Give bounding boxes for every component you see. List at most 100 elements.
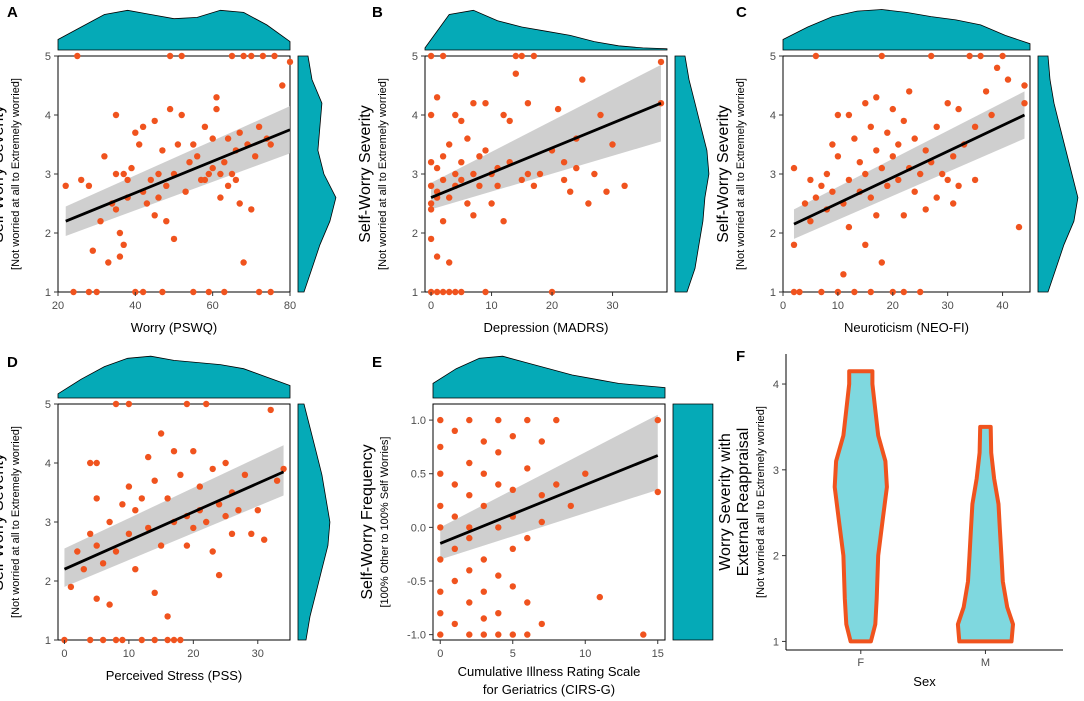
y-tick-label-c: 5 (770, 51, 776, 63)
data-point-d (99, 636, 107, 644)
data-point-a (112, 111, 120, 119)
data-point-e (524, 465, 531, 472)
data-point-a (194, 153, 201, 160)
data-point-b (506, 117, 513, 125)
panel-label-c: C (736, 4, 747, 21)
data-point-b (573, 164, 580, 172)
data-point-c (971, 123, 979, 130)
regression-line-a (65, 128, 291, 223)
data-point-a (190, 141, 197, 148)
y-tick-label-a: 1 (45, 287, 51, 299)
data-point-b (470, 212, 477, 219)
data-point-a (132, 129, 139, 136)
data-point-c (878, 259, 885, 266)
data-point-e (437, 610, 444, 617)
data-point-d (170, 448, 178, 455)
data-point-d (125, 483, 133, 490)
data-point-a (105, 259, 112, 266)
data-point-d (235, 507, 242, 514)
data-point-b (482, 288, 489, 296)
data-point-d (190, 524, 197, 532)
data-point-d (183, 542, 191, 549)
y-axis-sublabel-c: [Not worried at all to Extremely worried… (735, 78, 747, 270)
data-point-e (480, 556, 487, 563)
data-point-e (509, 631, 516, 638)
confidence-band-e (440, 414, 658, 560)
data-point-a (93, 288, 100, 296)
y-tick-label-b: 1 (412, 287, 418, 299)
data-point-c (933, 123, 940, 130)
y-tick-label-a: 5 (45, 51, 51, 63)
y-tick-label-d: 4 (45, 458, 51, 470)
data-point-b (427, 52, 435, 60)
regression-line-d (63, 470, 285, 571)
data-point-c (851, 288, 858, 296)
y-tick-label-d: 2 (45, 576, 51, 588)
data-point-b (597, 111, 604, 119)
data-point-c (950, 153, 957, 160)
data-point-e (509, 433, 516, 440)
data-point-e (437, 588, 444, 595)
data-point-a (116, 253, 124, 260)
data-point-b (560, 176, 568, 184)
data-point-d (125, 530, 133, 537)
data-point-c (807, 218, 814, 225)
data-point-c (906, 88, 913, 95)
data-point-b (482, 147, 489, 154)
regression-line-e (439, 454, 659, 545)
data-point-a (232, 176, 240, 184)
data-point-c (911, 135, 918, 142)
top-density-e (432, 355, 666, 399)
data-point-c (1021, 100, 1028, 107)
data-point-d (177, 471, 184, 478)
data-point-d (241, 471, 249, 478)
data-point-a (139, 288, 147, 296)
data-point-a (97, 218, 104, 225)
data-point-d (132, 566, 139, 573)
data-point-e (509, 486, 516, 493)
data-point-a (128, 164, 135, 172)
data-point-d (183, 400, 191, 408)
data-point-c (823, 170, 831, 178)
data-point-b (488, 200, 495, 207)
data-point-e (509, 583, 516, 590)
data-point-b (609, 141, 616, 148)
data-point-a (213, 105, 220, 113)
data-point-a (240, 259, 247, 266)
x-tick-label-b: 0 (428, 300, 434, 312)
data-point-b (470, 170, 477, 178)
data-point-c (873, 94, 880, 101)
data-point-b (657, 58, 665, 66)
x-tick-label-c: 10 (832, 300, 844, 312)
data-point-a (178, 52, 185, 60)
data-point-c (829, 188, 836, 195)
data-point-a (147, 176, 154, 184)
x-tick-label-f: F (857, 657, 864, 669)
data-point-d (222, 459, 229, 467)
data-point-c (900, 212, 907, 219)
y-axis-sublabel-e: [100% Other to 100% Self Worries] (379, 437, 391, 608)
data-point-d (93, 495, 100, 502)
y-tick-label-f: 2 (773, 551, 779, 563)
data-point-d (151, 589, 158, 596)
data-point-d (99, 560, 107, 567)
x-tick-label-a: 80 (284, 300, 296, 312)
data-point-b (512, 70, 519, 77)
data-point-b (524, 100, 532, 107)
data-point-c (840, 271, 847, 278)
data-point-e (480, 502, 487, 510)
data-point-b (464, 200, 471, 207)
y-axis-sublabel-a: [Not worried at all to Extremely worried… (10, 78, 22, 270)
data-point-c (977, 52, 984, 60)
data-point-d (248, 530, 255, 537)
data-point-d (157, 542, 165, 549)
data-point-e (466, 416, 473, 424)
data-point-b (433, 94, 441, 101)
data-point-e (654, 488, 661, 496)
data-point-d (164, 613, 171, 620)
data-point-c (1021, 82, 1028, 89)
data-point-e (640, 631, 647, 638)
data-point-e (582, 470, 589, 477)
data-point-d (151, 477, 158, 484)
data-point-a (151, 117, 158, 125)
